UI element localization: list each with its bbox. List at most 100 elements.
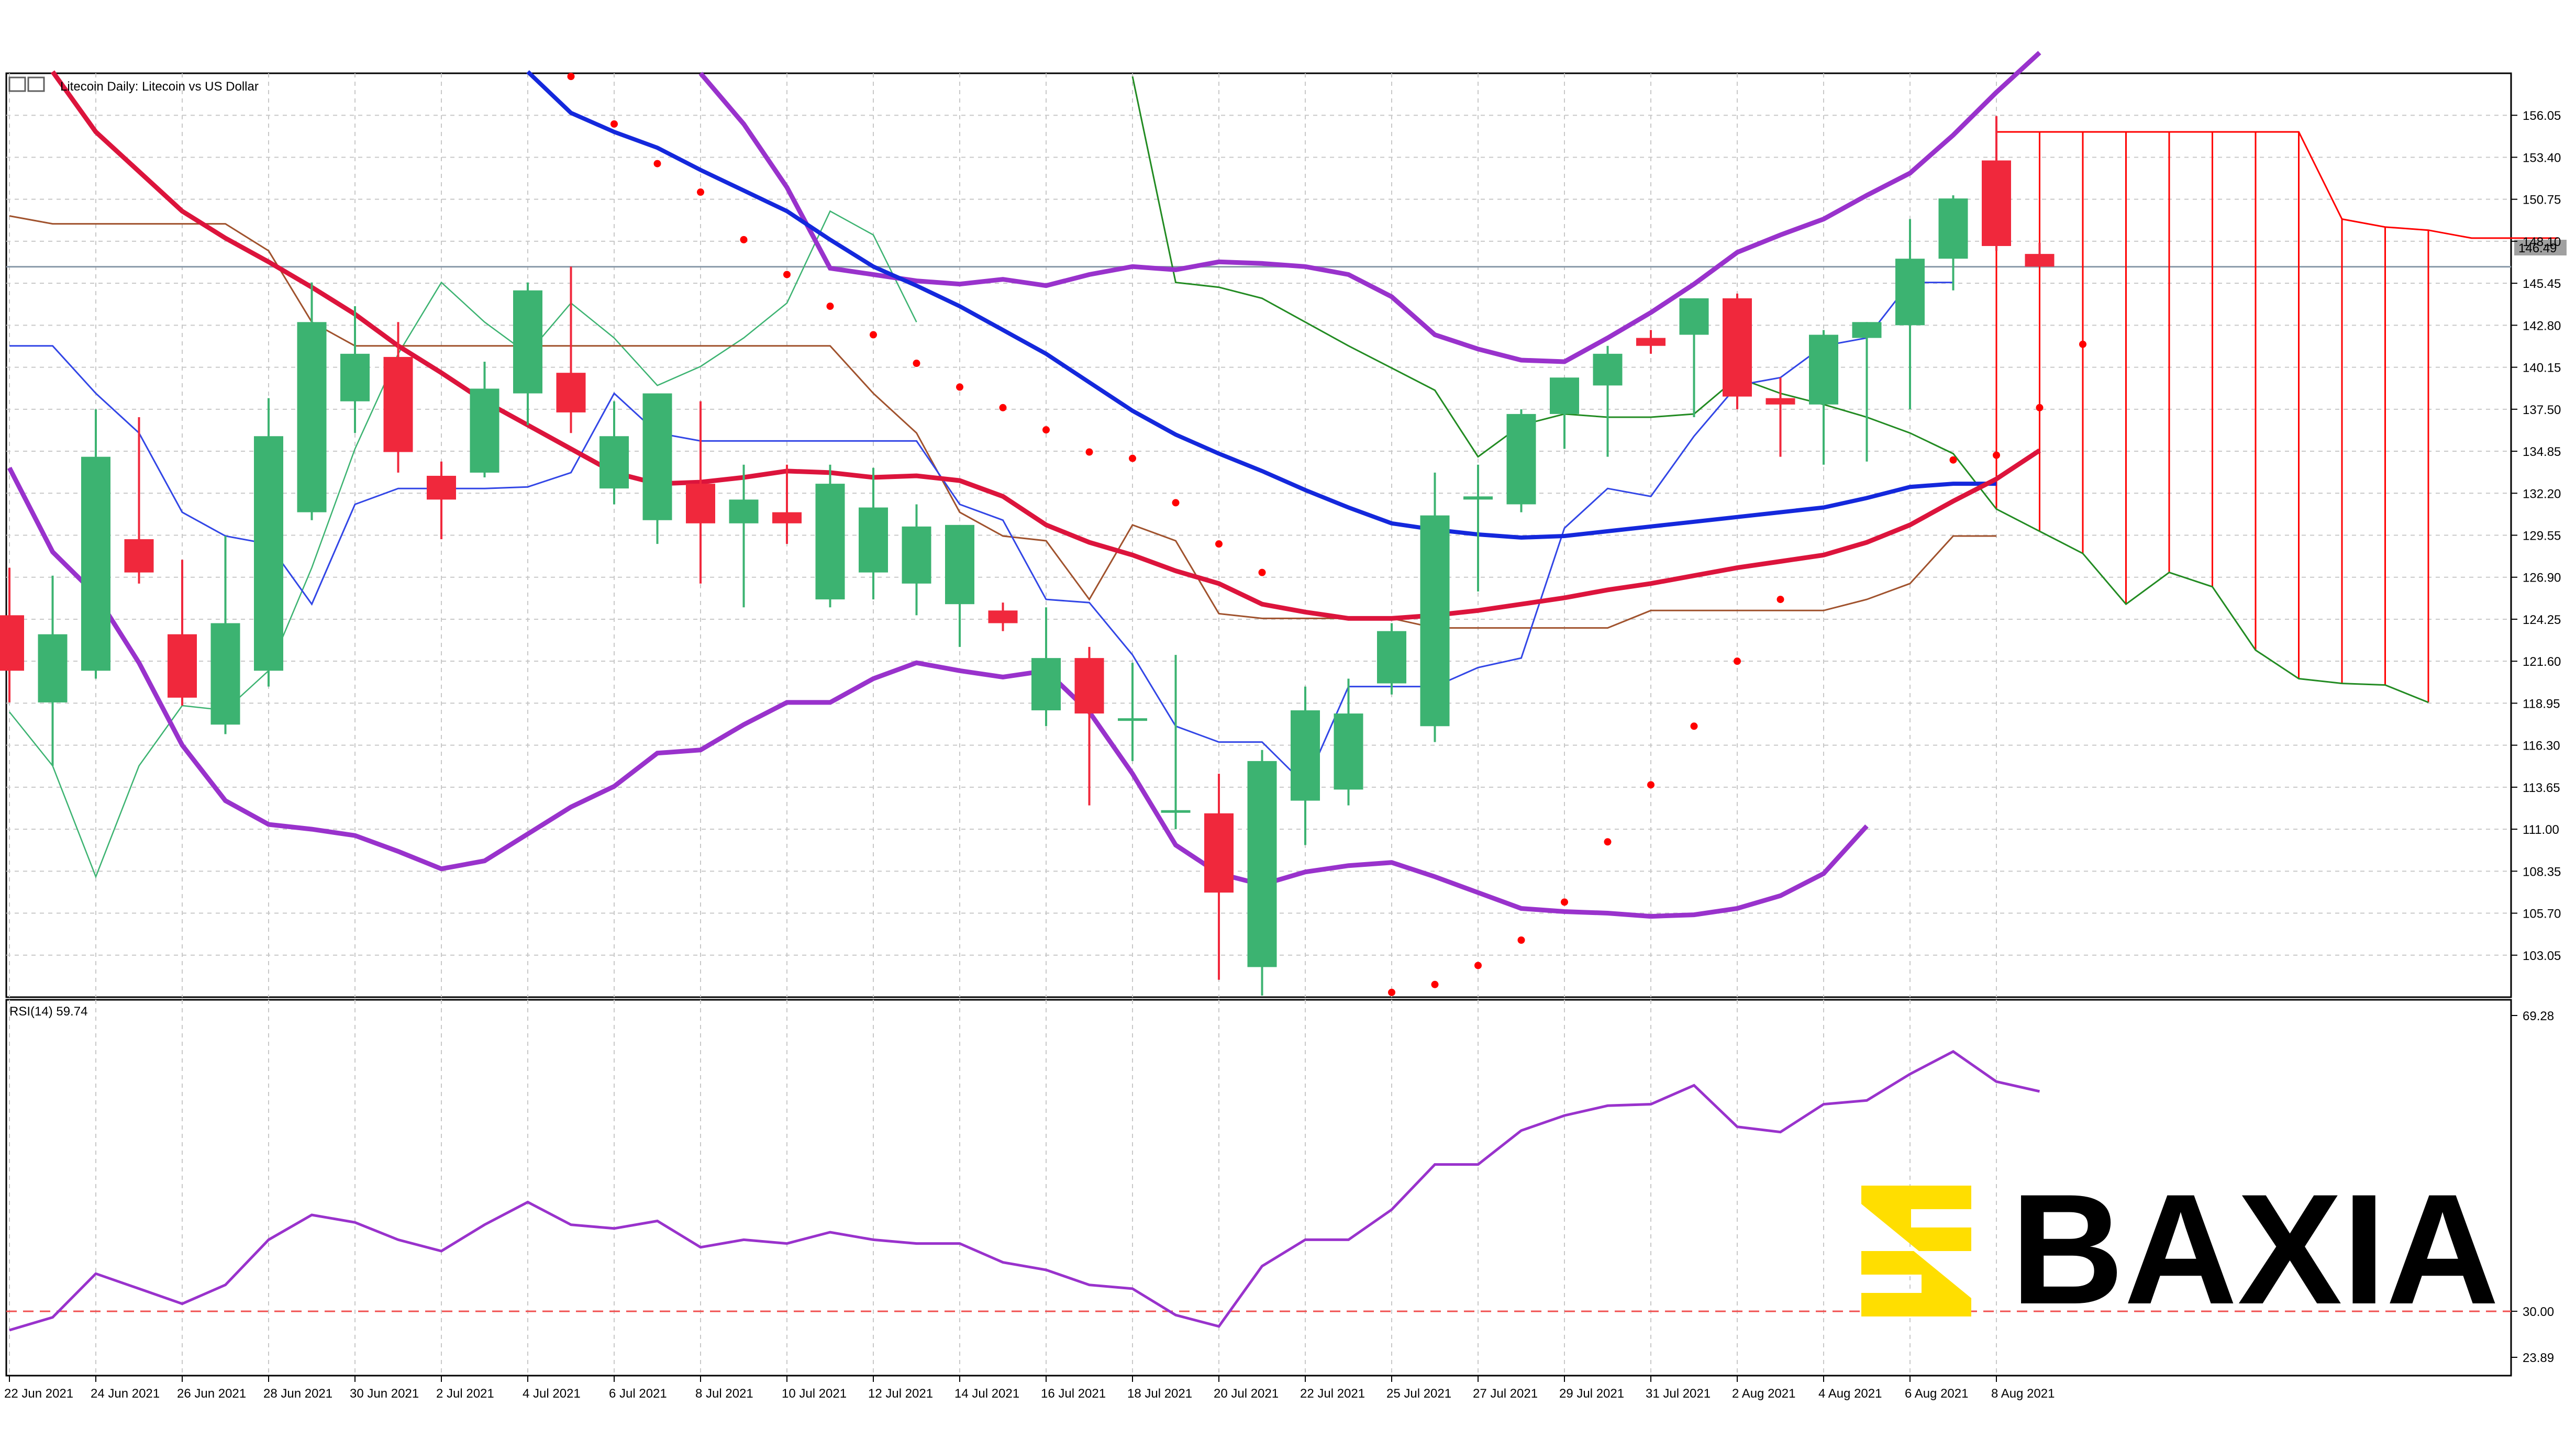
time-tick-label: 2 Aug 2021 [1732, 1387, 1795, 1401]
time-tick-label: 24 Jun 2021 [91, 1387, 160, 1401]
candle-body [1593, 353, 1623, 386]
ma-red-line [50, 70, 2041, 621]
sar-dot [1258, 568, 1266, 576]
price-tick-label: 113.65 [2523, 781, 2560, 795]
sar-dot [956, 383, 963, 391]
candle-body [1938, 198, 1968, 259]
candle-body [1334, 713, 1363, 790]
sar-dot [1776, 596, 1784, 604]
rsi-panel [6, 1050, 2511, 1332]
candle-body [2025, 254, 2055, 267]
title-icon [8, 76, 26, 92]
sar-dot [870, 331, 877, 339]
candle-body [297, 322, 327, 512]
candle-body [772, 512, 802, 523]
candle-body [1982, 160, 2011, 246]
time-tick-label: 25 Jul 2021 [1386, 1387, 1451, 1401]
candle-body [1031, 658, 1061, 711]
current-price-label: 146.49 [2518, 241, 2557, 255]
rsi-tick-label: 69.28 [2523, 1009, 2554, 1023]
candle-body [0, 615, 24, 671]
indicator-lines [7, 51, 2041, 919]
price-tick-label: 148.10 [2523, 235, 2561, 249]
time-tick-label: 29 Jul 2021 [1559, 1387, 1624, 1401]
candle-body [210, 623, 240, 725]
candle-body [859, 507, 888, 573]
candle-body [945, 524, 974, 605]
sar-dot [1690, 722, 1698, 730]
price-tick-label: 116.30 [2523, 739, 2560, 753]
sar-dot [826, 303, 834, 310]
candle-body [1420, 515, 1450, 727]
candle-body [427, 475, 456, 500]
price-tick-label: 126.90 [2523, 571, 2561, 585]
price-tick-label: 137.50 [2523, 403, 2561, 417]
candle-body [1247, 761, 1277, 967]
time-tick-label: 18 Jul 2021 [1127, 1387, 1192, 1401]
time-tick-label: 27 Jul 2021 [1473, 1387, 1538, 1401]
time-tick-label: 14 Jul 2021 [954, 1387, 1019, 1401]
candle-body [1679, 298, 1709, 335]
title-icon-inner [27, 76, 45, 92]
time-tick-label: 20 Jul 2021 [1214, 1387, 1279, 1401]
sar-dot [2036, 404, 2044, 411]
senkou-a-line [1996, 131, 2558, 239]
sar-dot [567, 73, 575, 81]
sar-dot [2079, 340, 2086, 348]
chikou-line [9, 210, 917, 879]
price-tick-label: 103.05 [2523, 949, 2561, 963]
sar-dot [610, 120, 618, 128]
axis-labels: Litecoin Daily: Litecoin vs US Dollar RS… [8, 76, 2567, 1019]
candle-body [815, 484, 845, 600]
candle-body [1377, 631, 1406, 684]
candle-body [1291, 710, 1320, 801]
watermark-text: BAXIA [2011, 1161, 2499, 1337]
baxia-logo-icon [1861, 1186, 1971, 1316]
candle-body [254, 436, 283, 671]
time-tick-label: 22 Jun 2021 [4, 1387, 73, 1401]
time-tick-label: 31 Jul 2021 [1646, 1387, 1711, 1401]
sar-dot [1431, 980, 1439, 988]
sar-dot [1517, 936, 1525, 944]
sar-dot [1388, 988, 1395, 996]
sar-dot [653, 160, 661, 168]
sar-dot [1085, 448, 1093, 456]
sar-dot [1604, 838, 1612, 846]
candle-body [1161, 810, 1191, 813]
bollinger-upper-line [698, 51, 2041, 364]
candle-body [124, 539, 154, 573]
candle-body [513, 290, 542, 394]
kijun-line [9, 215, 1996, 629]
sar-dot [1993, 451, 2000, 459]
price-tick-label: 121.60 [2523, 655, 2561, 669]
time-tick-label: 8 Aug 2021 [1991, 1387, 2055, 1401]
sar-dot [1647, 781, 1655, 789]
parabolic-sar [567, 73, 2086, 996]
candle-body [1506, 414, 1536, 505]
price-tick-label: 156.05 [2523, 109, 2561, 123]
sar-dot [1474, 962, 1482, 969]
candle-body [1463, 496, 1493, 500]
price-tick-label: 108.35 [2523, 865, 2561, 879]
candle-body [383, 356, 413, 452]
price-tick-label: 145.45 [2523, 277, 2561, 291]
candle-body [1550, 377, 1579, 414]
candle-body [470, 388, 499, 473]
rsi-frame [5, 999, 2512, 1377]
candle-body [1118, 718, 1147, 721]
price-tick-label: 150.75 [2523, 193, 2561, 207]
candle-body [988, 610, 1018, 623]
sar-dot [1172, 499, 1180, 507]
sar-dot [999, 404, 1007, 411]
rsi-tick-label: 30.00 [2523, 1305, 2554, 1319]
candle-body [729, 499, 759, 523]
time-tick-label: 30 Jun 2021 [350, 1387, 419, 1401]
time-tick-label: 12 Jul 2021 [868, 1387, 933, 1401]
candle-body [902, 526, 931, 584]
sar-dot [1561, 898, 1568, 906]
price-tick-label: 132.20 [2523, 487, 2561, 501]
time-tick-label: 22 Jul 2021 [1300, 1387, 1365, 1401]
price-tick-label: 118.95 [2523, 697, 2560, 711]
